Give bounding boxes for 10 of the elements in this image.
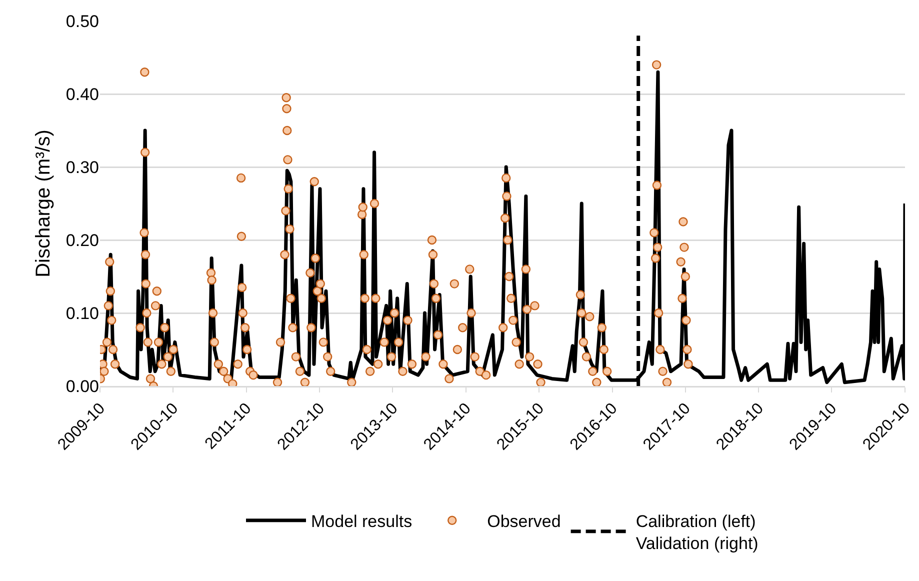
y-tick-label: 0.00: [66, 376, 99, 396]
legend-label: Model results: [311, 512, 412, 531]
legend-label: Calibration (left) Validation (right): [636, 512, 758, 554]
y-tick-label: 0.40: [66, 84, 99, 104]
y-tick-label: 0.20: [66, 230, 99, 250]
legend-label: Observed: [487, 512, 561, 531]
y-tick-label: 0.10: [66, 304, 99, 323]
y-tick-label: 0.30: [66, 158, 99, 177]
y-tick-label: 0.50: [66, 12, 99, 31]
y-axis-title: Discharge (m³/s): [32, 130, 54, 278]
